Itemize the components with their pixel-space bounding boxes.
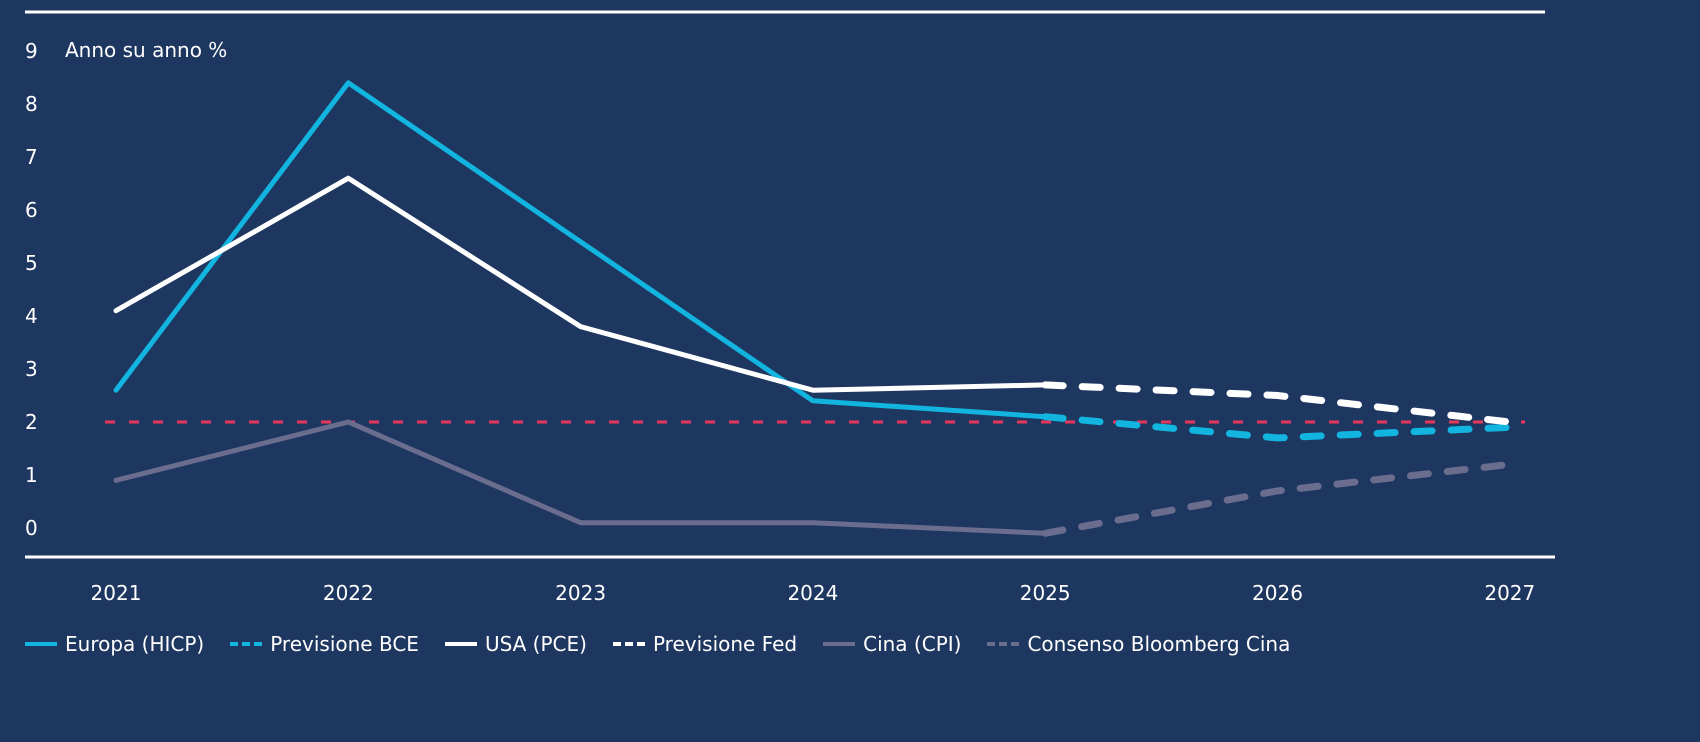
y-tick-label: 5 [25,251,38,275]
y-tick-label: 7 [25,145,38,169]
legend-label: Previsione BCE [270,632,419,656]
y-tick-label: 2 [25,410,38,434]
legend-label: Consenso Bloomberg Cina [1027,632,1291,656]
legend-item: Previsione Fed [612,632,798,656]
x-tick-label: 2025 [1020,581,1071,605]
legend-label: Previsione Fed [652,632,798,656]
series-line-cina-cpi [113,419,1048,536]
y-tick-label: 8 [25,92,38,116]
legend-item: USA (PCE) [444,632,587,656]
legend-item: Cina (CPI) [823,632,961,656]
y-tick-label: 3 [25,357,38,381]
series-line-previsione-bce [1041,413,1514,442]
legend-swatch [230,642,263,646]
y-tick-label: 6 [25,198,38,222]
y-tick-label: 9 [25,39,38,63]
y-tick-label: 4 [25,304,38,328]
y-tick-label: 0 [25,516,38,540]
x-tick-label: 2024 [787,581,838,605]
series-line-europa-hicp [113,80,1048,420]
legend-item: Europa (HICP) [25,632,204,656]
x-tick-label: 2026 [1252,581,1303,605]
legend: Europa (HICP) Previsione BCE USA (PCE) Prev… [25,632,1290,656]
legend-label: USA (PCE) [484,632,587,656]
y-tick-label: 1 [25,463,38,487]
x-tick-label: 2027 [1484,581,1535,605]
series-line-previsione-fed [1041,381,1514,426]
legend-swatch [987,642,1020,646]
legend-swatch [823,642,856,646]
legend-label: Europa (HICP) [65,632,205,656]
series-line-consenso-bloomberg-cina [1041,460,1514,537]
series-line-usa-pce [113,175,1048,393]
legend-item: Consenso Bloomberg Cina [987,632,1290,656]
x-tick-label: 2023 [555,581,606,605]
y-axis-label: Anno su anno % [65,38,227,62]
x-tick-label: 2021 [91,581,142,605]
legend-swatch [612,642,645,646]
x-tick-label: 2022 [323,581,374,605]
legend-item: Previsione BCE [230,632,419,656]
legend-label: Cina (CPI) [863,632,962,656]
legend-swatch [444,642,477,646]
legend-swatch [25,642,57,646]
